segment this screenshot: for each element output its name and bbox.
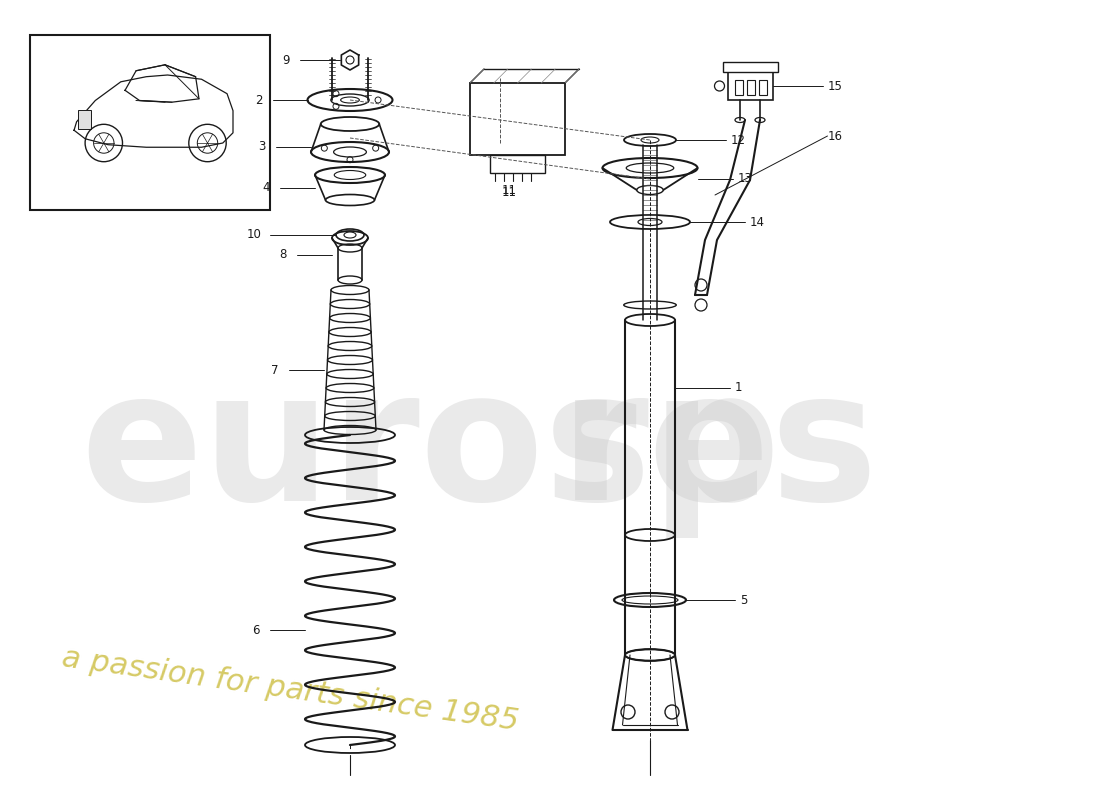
Bar (759, 80, 767, 95)
Text: 5: 5 (740, 594, 747, 606)
Text: 4: 4 (263, 181, 270, 194)
Text: eurosp: eurosp (80, 362, 781, 538)
Bar (723, 62, 778, 72)
Text: 14: 14 (750, 215, 764, 229)
Text: 3: 3 (258, 141, 266, 154)
Text: 10: 10 (248, 229, 262, 242)
Text: 12: 12 (732, 134, 746, 146)
Text: 13: 13 (737, 173, 752, 186)
Text: 11: 11 (502, 185, 517, 198)
Text: res: res (560, 362, 879, 538)
Text: 11: 11 (502, 186, 517, 199)
Text: 2: 2 (255, 94, 263, 106)
Text: a passion for parts since 1985: a passion for parts since 1985 (60, 643, 520, 737)
Text: 6: 6 (253, 623, 260, 637)
Bar (490, 155, 544, 173)
Bar (30, 35, 270, 210)
Bar (727, 72, 772, 100)
Text: 9: 9 (283, 54, 290, 66)
Bar (735, 80, 743, 95)
Text: 15: 15 (827, 79, 843, 93)
Text: 1: 1 (735, 381, 743, 394)
Text: 16: 16 (827, 130, 843, 142)
Bar (78, 110, 91, 129)
Text: 8: 8 (279, 248, 287, 262)
Text: 7: 7 (272, 363, 279, 377)
Bar (747, 80, 755, 95)
Bar (470, 83, 565, 155)
